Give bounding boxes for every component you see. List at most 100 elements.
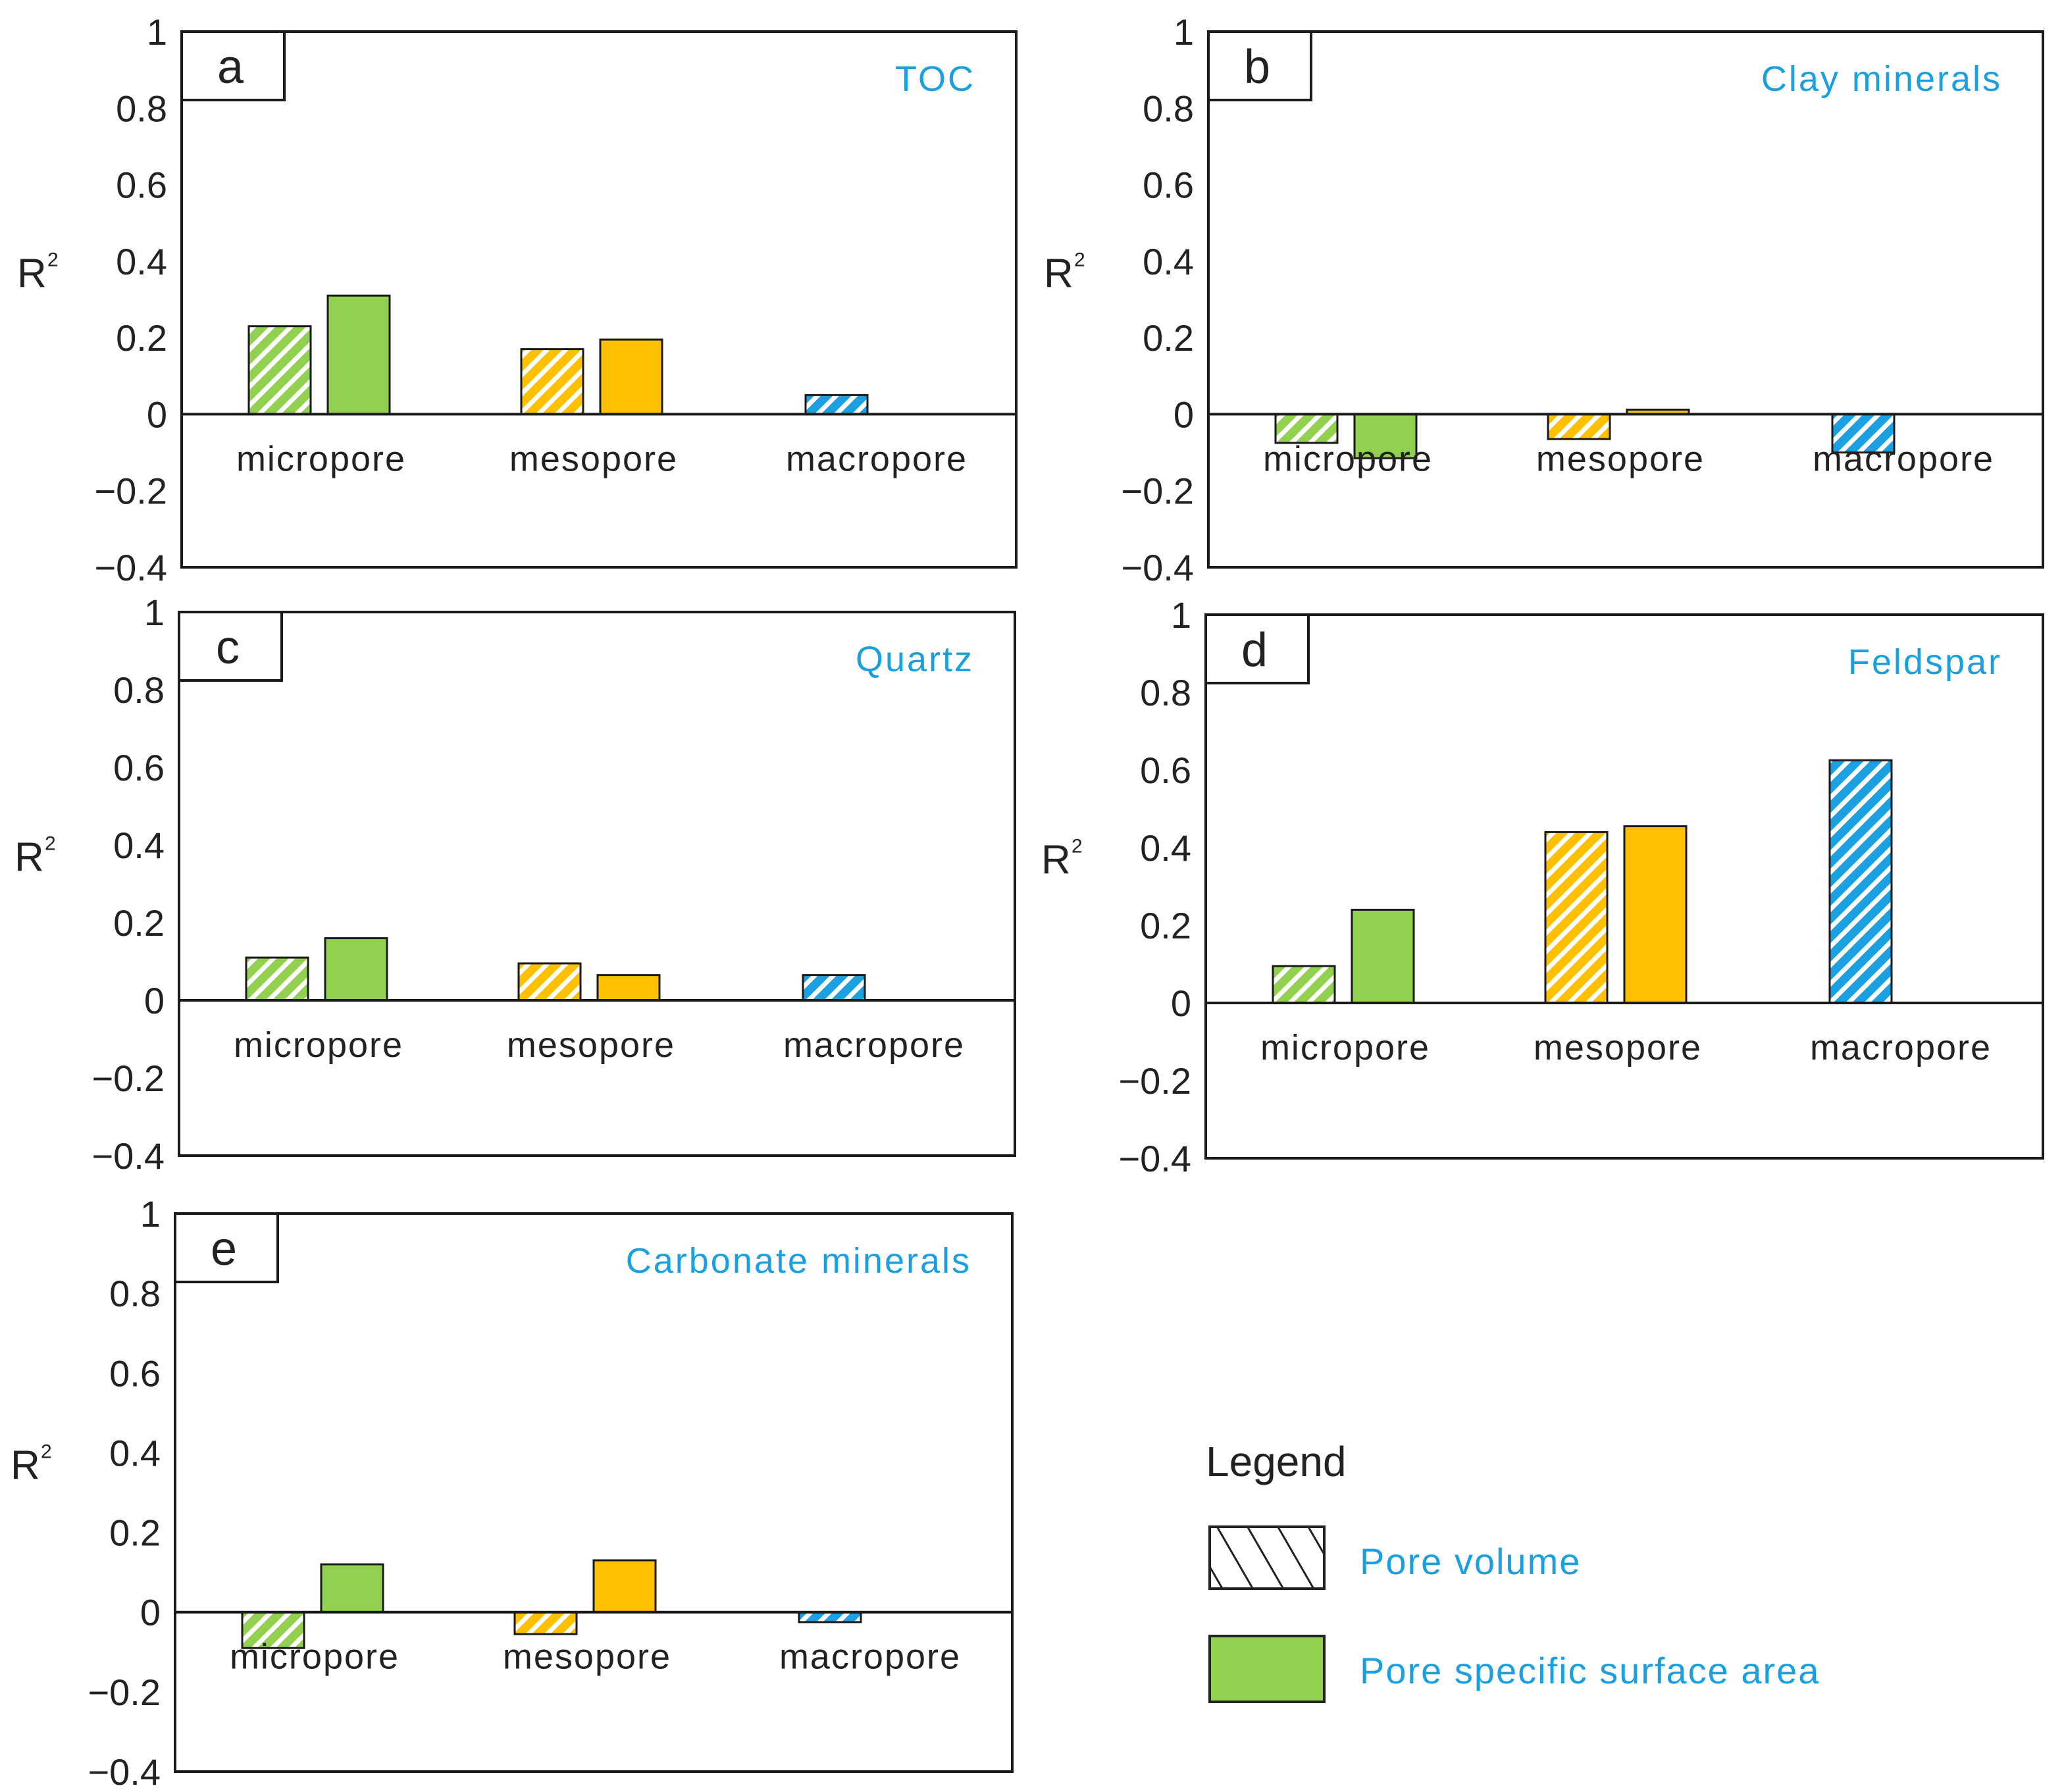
y-tick-label: −0.4 xyxy=(91,1135,165,1177)
panel-a: 1 0.8 0.6 0.4 0.2 0 −0.2 −0.4 R 2 a TOC micropore mes… xyxy=(17,11,1018,588)
category-label: mesopore xyxy=(1534,1028,1702,1067)
y-tick-label: 0.2 xyxy=(113,902,165,944)
y-axis-label-superscript: 2 xyxy=(41,1441,52,1463)
bar-e-mesopore-pore-volume xyxy=(513,1611,578,1635)
y-axis-label-superscript: 2 xyxy=(1074,249,1085,270)
y-tick-label: 0.2 xyxy=(1143,317,1194,359)
y-tick-label: −0.4 xyxy=(1118,1138,1191,1179)
bar-b-mesopore-pore-volume xyxy=(1547,413,1611,440)
plot-frame xyxy=(1207,30,2044,569)
bar-d-mesopore-pore-volume xyxy=(1544,831,1609,1004)
y-tick-label: 0.8 xyxy=(116,88,167,129)
y-tick-label: 0.6 xyxy=(1140,750,1191,791)
panel-title: TOC xyxy=(895,59,975,99)
bar-e-micropore-surface-area xyxy=(320,1563,384,1614)
y-axis-label: R xyxy=(1041,838,1071,883)
panel-d: 1 0.8 0.6 0.4 0.2 0 −0.2 −0.4 R 2 d Feldspar micropo… xyxy=(1041,594,2044,1179)
legend-title: Legend xyxy=(1206,1438,1347,1485)
y-tick-label: 0.6 xyxy=(113,747,165,788)
bar-a-micropore-surface-area xyxy=(326,294,391,415)
panel-letter-box xyxy=(178,611,283,682)
y-axis-label: R xyxy=(17,251,47,296)
panel-e: 1 0.8 0.6 0.4 0.2 0 −0.2 −0.4 R 2 e Carbonate miner… xyxy=(11,1193,1014,1792)
y-tick-label: 0.4 xyxy=(109,1432,161,1473)
y-tick-label: 1 xyxy=(140,1193,161,1235)
y-tick-label: 0.2 xyxy=(116,317,167,359)
y-axis-label: R xyxy=(1044,251,1073,296)
y-axis-label: R xyxy=(11,1443,40,1489)
y-tick-label: 0.8 xyxy=(1143,88,1194,129)
y-tick-label: −0.4 xyxy=(1121,547,1194,588)
y-tick-label: 0.4 xyxy=(116,241,167,282)
category-label: mesopore xyxy=(503,1637,671,1677)
bar-e-mesopore-surface-area xyxy=(592,1559,657,1614)
y-tick-label: 1 xyxy=(147,11,167,53)
legend-swatch-pore-surface-area xyxy=(1208,1635,1326,1703)
y-axis-label: R xyxy=(14,835,44,881)
y-tick-label: 0 xyxy=(1171,983,1191,1024)
bar-a-mesopore-surface-area xyxy=(599,338,663,415)
category-label: micropore xyxy=(234,1025,403,1065)
y-tick-label: 0.2 xyxy=(1140,905,1191,946)
panel-title: Clay minerals xyxy=(1761,59,2002,99)
bar-d-mesopore-surface-area xyxy=(1623,825,1688,1004)
y-tick-label: 0.4 xyxy=(113,825,165,866)
category-label: macropore xyxy=(786,439,968,478)
panel-letter-box xyxy=(1204,613,1310,684)
category-label: mesopore xyxy=(509,439,678,478)
bar-d-micropore-surface-area xyxy=(1351,908,1415,1004)
y-tick-label: 0.4 xyxy=(1140,827,1191,869)
legend-label-pore-surface-area: Pore specific surface area xyxy=(1360,1650,1820,1691)
y-tick-label: 0.8 xyxy=(109,1273,161,1314)
bar-c-macropore-pore-volume xyxy=(802,974,866,1002)
y-tick-label: 0.8 xyxy=(1140,672,1191,713)
y-axis-label-superscript: 2 xyxy=(47,249,59,270)
y-axis-label-superscript: 2 xyxy=(1071,836,1083,858)
legend-swatch-pore-volume xyxy=(1208,1525,1326,1590)
y-tick-label: 0.6 xyxy=(1143,165,1194,206)
panel-title: Feldspar xyxy=(1848,642,2002,682)
bar-c-mesopore-pore-volume xyxy=(517,962,582,1002)
plot-frame xyxy=(1204,613,2044,1160)
category-label: mesopore xyxy=(507,1025,675,1065)
y-axis-label-superscript: 2 xyxy=(45,833,56,855)
y-tick-label: 0.2 xyxy=(109,1512,161,1554)
y-tick-label: −0.4 xyxy=(94,547,167,588)
y-tick-label: −0.2 xyxy=(1118,1060,1191,1102)
panel-letter: e xyxy=(211,1223,237,1275)
category-label: micropore xyxy=(1263,439,1433,478)
y-tick-label: 0 xyxy=(1174,394,1194,435)
category-label: macropore xyxy=(783,1025,965,1065)
panel-letter-box xyxy=(180,30,286,101)
y-tick-label: 0 xyxy=(144,980,165,1021)
y-tick-label: 0 xyxy=(147,394,167,435)
panel-letter: c xyxy=(216,621,240,674)
y-tick-label: −0.2 xyxy=(91,1058,165,1099)
category-label: micropore xyxy=(1260,1028,1430,1067)
bar-b-micropore-surface-area xyxy=(1353,413,1418,459)
y-tick-label: −0.2 xyxy=(88,1672,161,1713)
y-tick-label: 0.6 xyxy=(116,165,167,206)
y-tick-label: −0.2 xyxy=(1121,471,1194,512)
bar-a-macropore-pore-volume xyxy=(804,394,869,415)
panel-letter-box xyxy=(1207,30,1312,101)
bar-a-mesopore-pore-volume xyxy=(520,348,584,415)
y-tick-label: 0 xyxy=(140,1592,161,1633)
panel-letter: d xyxy=(1241,624,1268,677)
bar-c-micropore-pore-volume xyxy=(245,956,309,1002)
category-label: mesopore xyxy=(1536,439,1705,478)
y-tick-label: 0.6 xyxy=(109,1352,161,1394)
panel-letter-box xyxy=(174,1212,279,1283)
plot-frame xyxy=(174,1212,1014,1773)
y-tick-label: −0.2 xyxy=(94,471,167,512)
y-tick-label: 0.8 xyxy=(113,669,165,711)
bar-b-macropore-pore-volume xyxy=(1831,413,1896,454)
legend: Legend Pore volume Pore specific surface… xyxy=(1206,1438,1820,1703)
plot-frame xyxy=(180,30,1018,569)
panel-title: Carbonate minerals xyxy=(626,1241,971,1281)
y-tick-label: 1 xyxy=(144,592,165,633)
panel-letter: b xyxy=(1244,41,1270,93)
bar-a-micropore-pore-volume xyxy=(247,325,312,415)
panel-letter: a xyxy=(217,41,244,93)
